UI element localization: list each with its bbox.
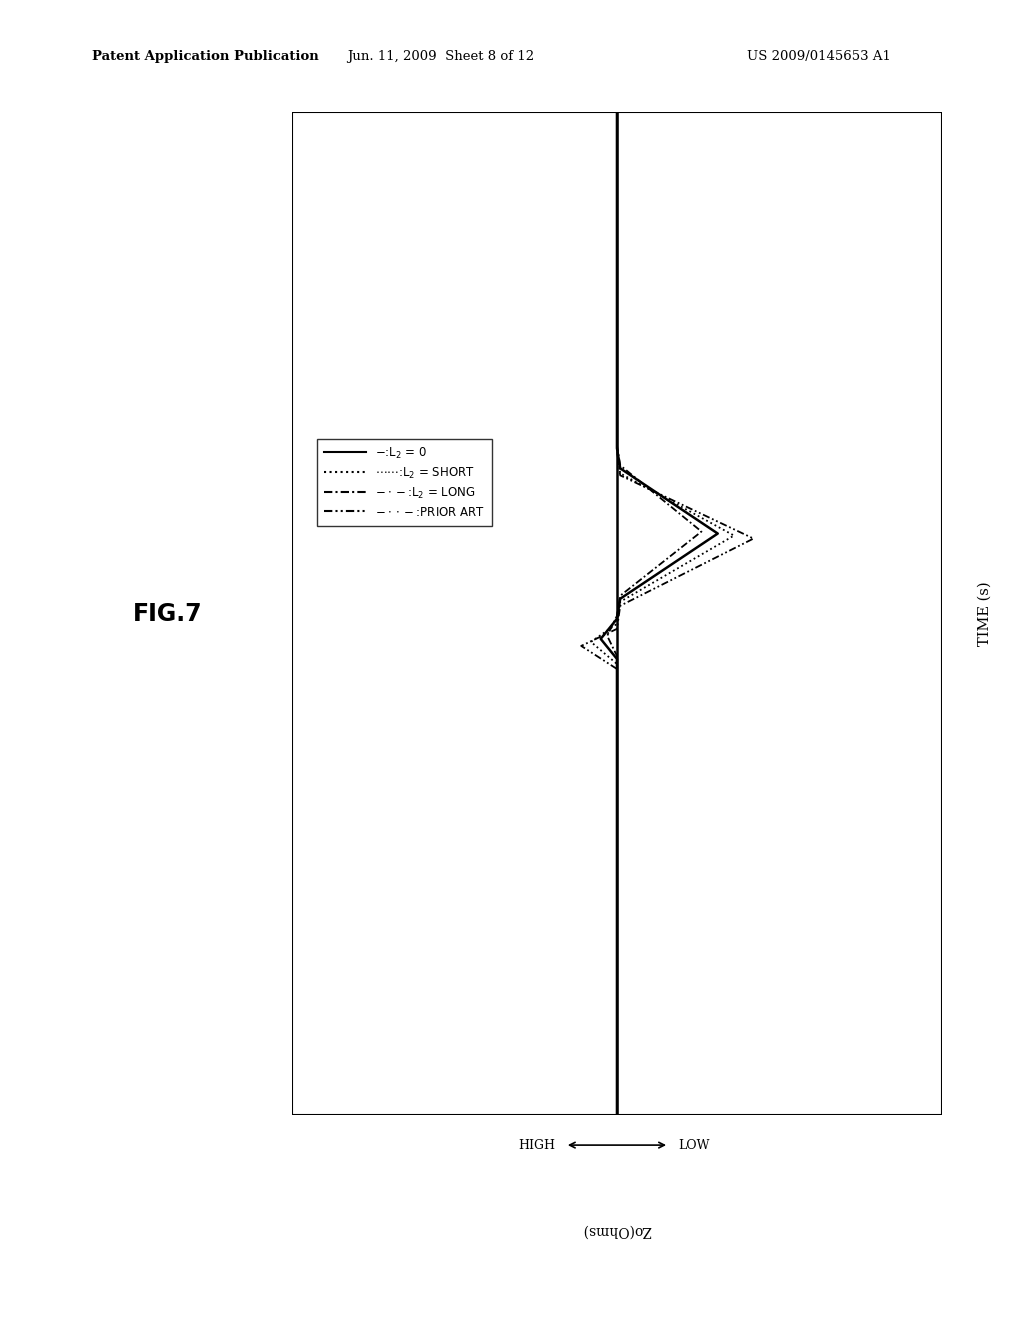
Text: Patent Application Publication: Patent Application Publication (92, 50, 318, 63)
Text: Jun. 11, 2009  Sheet 8 of 12: Jun. 11, 2009 Sheet 8 of 12 (347, 50, 534, 63)
Text: US 2009/0145653 A1: US 2009/0145653 A1 (748, 50, 891, 63)
Text: Zo(Ohms): Zo(Ohms) (583, 1224, 651, 1237)
Text: TIME (s): TIME (s) (978, 582, 992, 645)
Legend: $-$:L$_2$ = 0, $\cdots\cdots$:L$_2$ = SHORT, $-\cdot-$:L$_2$ = LONG, $-\cdot\cdo: $-$:L$_2$ = 0, $\cdots\cdots$:L$_2$ = SH… (317, 440, 493, 525)
Text: HIGH: HIGH (518, 1139, 555, 1151)
Text: LOW: LOW (679, 1139, 711, 1151)
Text: FIG.7: FIG.7 (133, 602, 203, 626)
